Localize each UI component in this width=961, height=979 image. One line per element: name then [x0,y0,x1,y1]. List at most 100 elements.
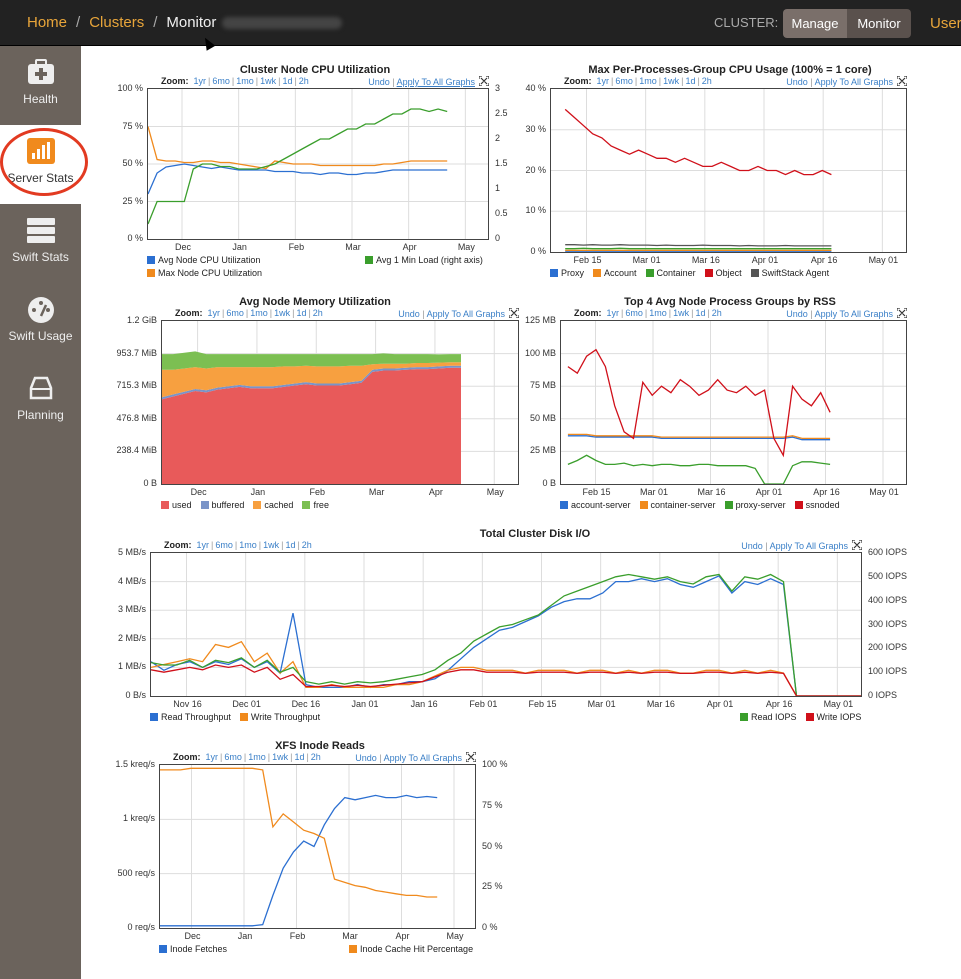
zoom-1d[interactable]: 1d [695,308,706,318]
legend-item: SwiftStack Agent [750,268,829,278]
zoom-separator: | [211,540,214,550]
zoom-6mo[interactable]: 6mo [215,540,233,550]
zoom-6mo[interactable]: 6mo [615,76,633,86]
plot-svg [551,89,906,252]
y2-tick-label: 500 IOPS [868,570,908,581]
top-bar: Home / Clusters / Monitor CLUSTER: Manage Mo… [0,0,961,46]
zoom-separator: | [634,76,638,86]
x-tick-label: Mar 01 [632,255,661,265]
series-line-write-iops [151,664,861,696]
zoom-2h[interactable]: 2h [711,308,722,318]
zoom-1wk[interactable]: 1wk [260,76,277,86]
undo-link[interactable]: Undo [741,541,763,551]
zoom-1wk[interactable]: 1wk [663,76,680,86]
zoom-1mo[interactable]: 1mo [236,76,254,86]
undo-link[interactable]: Undo [786,77,808,87]
zoom-1d[interactable]: 1d [685,76,696,86]
zoom-6mo[interactable]: 6mo [226,308,244,318]
y-tick-label: 20 % [525,164,546,175]
legend-swatch [150,713,158,721]
zoom-2h[interactable]: 2h [701,76,712,86]
apply-all-graphs-link[interactable]: Apply To All Graphs [769,541,848,551]
undo-link[interactable]: Undo [786,309,808,319]
zoom-1mo[interactable]: 1mo [649,308,667,318]
apply-all-graphs-link[interactable]: Apply To All Graphs [814,77,893,87]
zoom-1d[interactable]: 1d [296,308,307,318]
legend-swatch [253,501,262,509]
breadcrumb-home[interactable]: Home [27,14,68,31]
zoom-1d[interactable]: 1d [282,76,293,86]
legend-swatch [750,269,759,277]
user-menu[interactable]: User [930,15,961,32]
y-tick-label: 953.7 MiB [116,347,157,358]
legend-label: cached [264,500,294,510]
x-tick-label: Feb [288,242,305,252]
zoom-1yr[interactable]: 1yr [205,752,219,762]
series-line-ssnoded [567,348,831,458]
sidebar-item-swift-stats[interactable]: Swift Stats [0,204,81,283]
undo-link[interactable]: Undo [368,77,390,87]
fullscreen-icon[interactable] [508,307,520,319]
fullscreen-icon[interactable] [851,539,863,551]
zoom-1yr[interactable]: 1yr [196,540,210,550]
x-tick-label: Apr 16 [810,255,838,265]
y-tick-label: 25 % [122,195,143,206]
zoom-1wk[interactable]: 1wk [673,308,690,318]
zoom-6mo[interactable]: 6mo [625,308,643,318]
zoom-1mo[interactable]: 1mo [250,308,268,318]
plot-area [150,552,862,697]
monitor-button[interactable]: Monitor [847,9,911,38]
apply-all-graphs-link[interactable]: Apply To All Graphs [383,753,462,763]
legend-item: buffered [200,500,244,510]
zoom-1d[interactable]: 1d [285,540,296,550]
plot-area [159,764,476,929]
zoom-1wk[interactable]: 1wk [272,752,289,762]
sidebar-item-health[interactable]: Health [0,46,81,125]
plot-area [550,88,907,253]
sidebar-item-swift-usage[interactable]: Swift Usage [0,283,81,362]
series-line-write-throughput [151,640,861,696]
sidebar-item-planning[interactable]: Planning [0,362,81,441]
fullscreen-icon[interactable] [465,751,477,763]
undo-link[interactable]: Undo [355,753,377,763]
chart-legend: Avg 1 Min Load (right axis) [365,255,492,265]
legend-swatch [805,713,814,721]
apply-all-graphs-link[interactable]: Apply To All Graphs [814,309,893,319]
apply-all-graphs-link[interactable]: Apply To All Graphs [396,77,475,87]
zoom-1wk[interactable]: 1wk [263,540,280,550]
zoom-separator: | [231,76,235,86]
breadcrumb-clusters[interactable]: Clusters [89,14,145,31]
zoom-2h[interactable]: 2h [312,308,323,318]
zoom-6mo[interactable]: 6mo [212,76,230,86]
x-tick-label: Feb [309,487,326,497]
zoom-2h[interactable]: 2h [298,76,309,86]
y2-tick-label: 0 % [482,922,498,932]
y2-tick-label: 1 [495,183,501,193]
legend-swatch [740,713,748,721]
apply-all-graphs-link[interactable]: Apply To All Graphs [426,309,505,319]
zoom-1mo[interactable]: 1mo [639,76,657,86]
series-line-object [564,108,832,176]
zoom-1mo[interactable]: 1mo [248,752,266,762]
chart-legend: Proxy Account Container Object SwiftStack Ag… [550,268,838,278]
fullscreen-icon[interactable] [478,75,490,87]
zoom-1mo[interactable]: 1mo [239,540,257,550]
zoom-1yr[interactable]: 1yr [207,308,221,318]
manage-button[interactable]: Manage [783,9,847,38]
zoom-separator: | [243,752,247,762]
chart-legend: Avg Node CPU Utilization [147,255,269,265]
zoom-2h[interactable]: 2h [310,752,321,762]
undo-link[interactable]: Undo [398,309,420,319]
chart-title: Top 4 Avg Node Process Groups by RSS [624,296,836,308]
zoom-1yr[interactable]: 1yr [596,76,610,86]
zoom-1d[interactable]: 1d [294,752,305,762]
fullscreen-icon[interactable] [896,307,908,319]
zoom-2h[interactable]: 2h [301,540,312,550]
zoom-1wk[interactable]: 1wk [274,308,291,318]
zoom-1yr[interactable]: 1yr [606,308,620,318]
sidebar-item-server-stats[interactable]: Server Stats [0,125,81,204]
x-tick-label: Nov 16 [173,699,202,709]
fullscreen-icon[interactable] [896,75,908,87]
zoom-1yr[interactable]: 1yr [193,76,207,86]
zoom-6mo[interactable]: 6mo [224,752,242,762]
